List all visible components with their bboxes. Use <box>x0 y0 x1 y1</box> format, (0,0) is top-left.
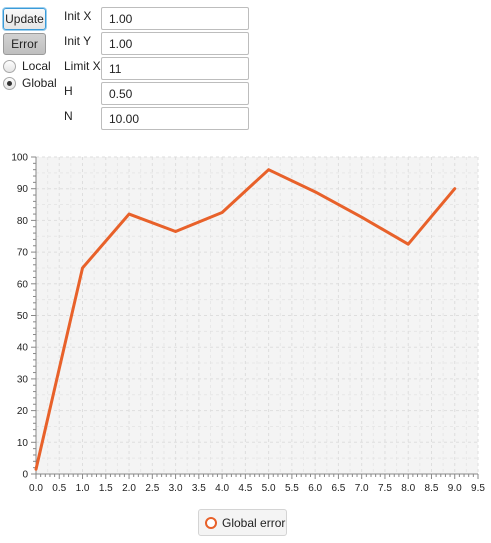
y-tick-label: 100 <box>11 153 28 164</box>
x-tick-label: 1.5 <box>99 483 113 494</box>
x-tick-label: 7.0 <box>355 483 369 494</box>
x-tick-label: 0.5 <box>52 483 66 494</box>
y-tick-label: 30 <box>17 374 29 385</box>
update-button[interactable]: Update <box>3 8 46 30</box>
n-label: N <box>64 109 73 123</box>
y-tick-label: 20 <box>17 406 29 417</box>
x-tick-label: 3.0 <box>169 483 183 494</box>
x-tick-label: 3.5 <box>192 483 206 494</box>
x-tick-label: 4.0 <box>215 483 229 494</box>
x-tick-label: 5.5 <box>285 483 299 494</box>
x-tick-label: 2.0 <box>122 483 136 494</box>
init-y-label: Init Y <box>64 34 92 48</box>
h-label: H <box>64 84 73 98</box>
radio-local-indicator[interactable] <box>3 59 16 73</box>
h-input[interactable] <box>101 82 249 105</box>
y-tick-label: 70 <box>17 248 29 259</box>
limit-x-label: Limit X <box>64 59 101 73</box>
x-tick-label: 0.0 <box>29 483 43 494</box>
x-tick-label: 2.5 <box>145 483 159 494</box>
x-tick-label: 6.0 <box>308 483 322 494</box>
y-tick-label: 90 <box>17 184 29 195</box>
legend-label: Global error <box>222 515 286 530</box>
y-tick-label: 40 <box>17 343 29 354</box>
x-tick-label: 7.5 <box>378 483 392 494</box>
y-tick-label: 80 <box>17 216 29 227</box>
radio-local[interactable]: Local <box>3 58 51 74</box>
radio-global-indicator[interactable] <box>3 76 16 90</box>
radio-global[interactable]: Global <box>3 75 57 91</box>
x-tick-label: 5.0 <box>262 483 276 494</box>
x-tick-label: 9.5 <box>471 483 485 494</box>
init-x-input[interactable] <box>101 7 249 30</box>
series-line-global-error <box>34 168 457 471</box>
init-y-input[interactable] <box>101 32 249 55</box>
limit-x-input[interactable] <box>101 57 249 80</box>
x-tick-label: 1.0 <box>76 483 90 494</box>
legend-symbol-icon <box>205 516 217 529</box>
y-tick-label: 0 <box>22 470 28 481</box>
n-input[interactable] <box>101 107 249 130</box>
y-tick-label: 50 <box>17 311 29 322</box>
x-tick-label: 4.5 <box>238 483 252 494</box>
error-button[interactable]: Error <box>3 33 46 55</box>
radio-global-label: Global <box>22 76 57 90</box>
error-chart: 0 10 20 30 40 50 60 70 80 90 100 0.0 0.5 1.0 1.5 2.0 2.5… <box>11 153 485 495</box>
x-tick-label: 9.0 <box>448 483 462 494</box>
x-tick-label: 8.0 <box>401 483 415 494</box>
radio-local-label: Local <box>22 59 51 73</box>
y-tick-label: 60 <box>17 279 29 290</box>
chart-legend: Global error <box>198 509 287 536</box>
y-tick-label: 10 <box>17 438 29 449</box>
init-x-label: Init X <box>64 9 92 23</box>
x-tick-label: 6.5 <box>331 483 345 494</box>
x-tick-label: 8.5 <box>425 483 439 494</box>
